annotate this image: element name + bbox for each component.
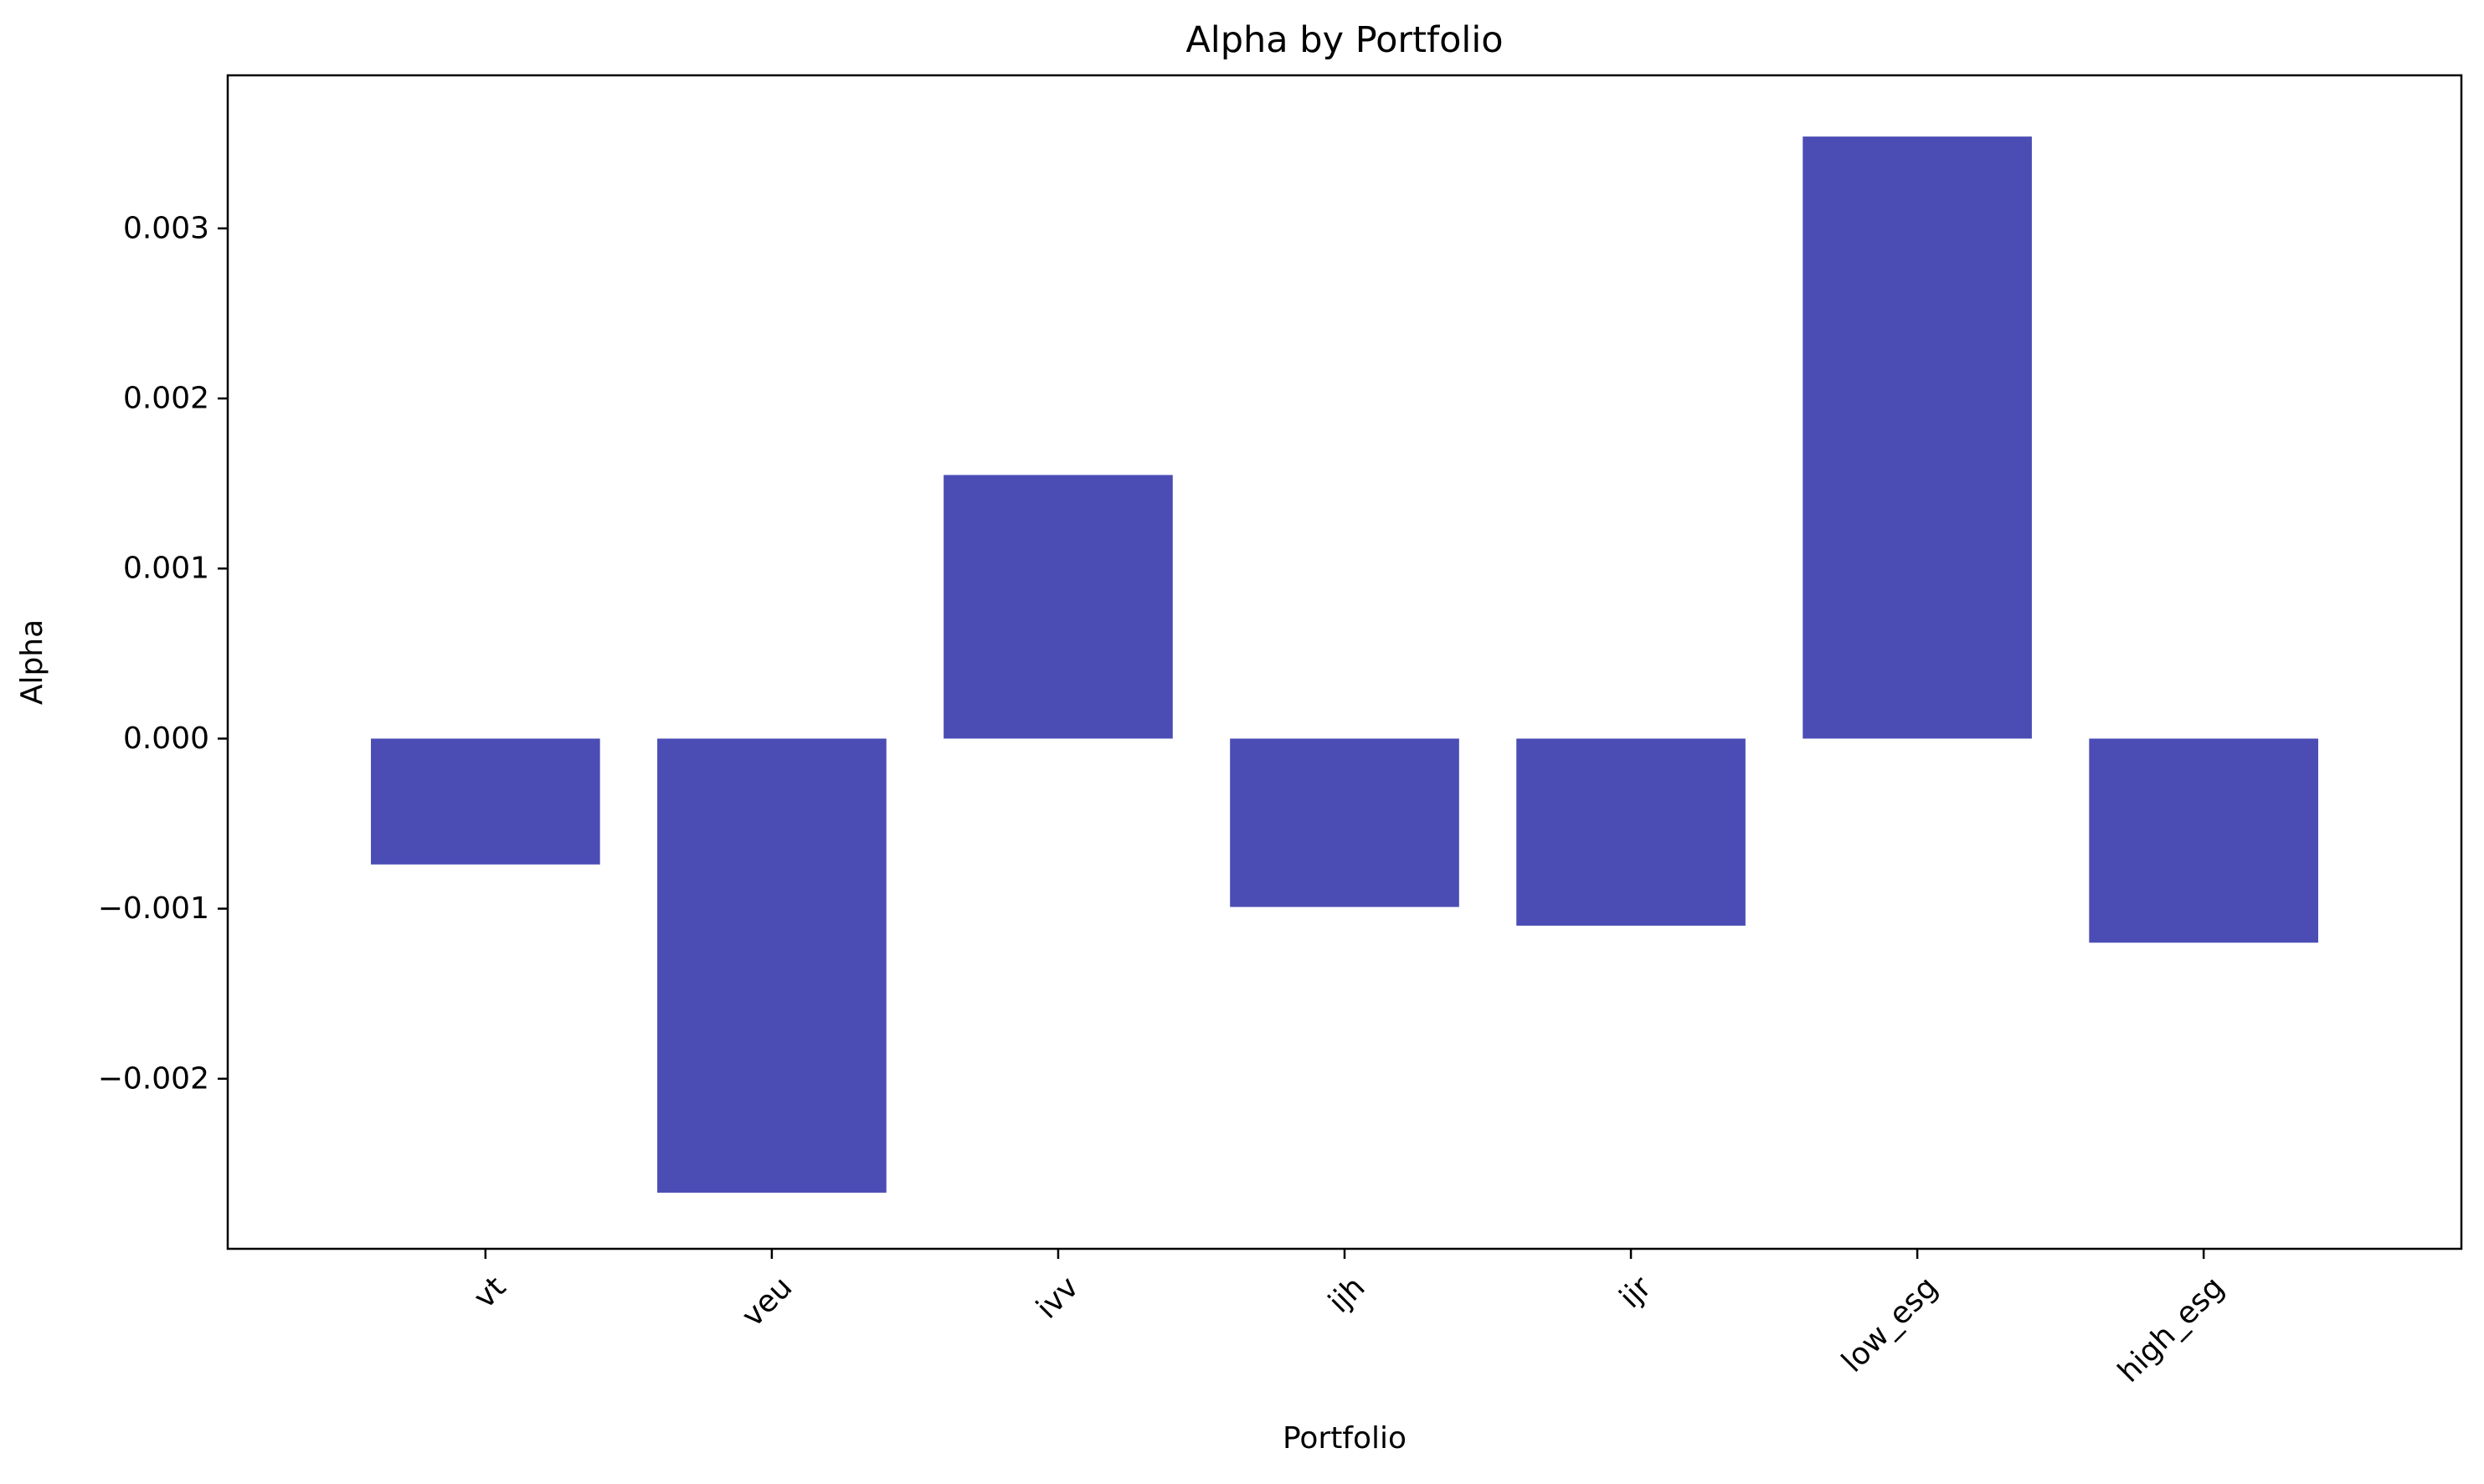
y-axis-label: Alpha [15,619,49,705]
y-axis: −0.002 −0.001 0.000 0.001 0.002 0.003 [98,211,228,1096]
x-tick-label-ijr: ijr [1613,1270,1659,1315]
x-tick-label-low_esg: low_esg [1835,1270,1944,1379]
x-tick-label-high_esg: high_esg [2111,1270,2230,1389]
y-tick-label: −0.002 [98,1061,209,1096]
chart-title: Alpha by Portfolio [1185,19,1503,61]
x-tick-label-veu: veu [735,1270,799,1333]
y-tick-label: 0.003 [123,211,209,245]
bar-ijr [1516,738,1746,926]
plot-frame [226,74,2463,1250]
x-axis-label: Portfolio [1283,1421,1407,1456]
x-tick-label-ijh: ijh [1322,1270,1371,1319]
bar-ijh [1230,738,1459,907]
y-tick-label: −0.001 [98,891,209,926]
x-tick-label-vt: vt [467,1270,512,1315]
x-axis: vt veu ivv ijh ijr low_esg high_esg [467,1249,2231,1389]
x-tick-label-ivv: ivv [1030,1270,1085,1325]
bar-vt [371,738,600,865]
y-tick-label: 0.001 [123,552,209,586]
bars-layer [371,136,2318,1193]
y-tick-label: 0.002 [123,382,209,416]
bar-high_esg [2089,738,2318,943]
y-tick-label: 0.000 [123,721,209,756]
bar-veu [657,738,887,1193]
bar-ivv [944,475,1173,739]
bar-low_esg [1803,136,2032,739]
